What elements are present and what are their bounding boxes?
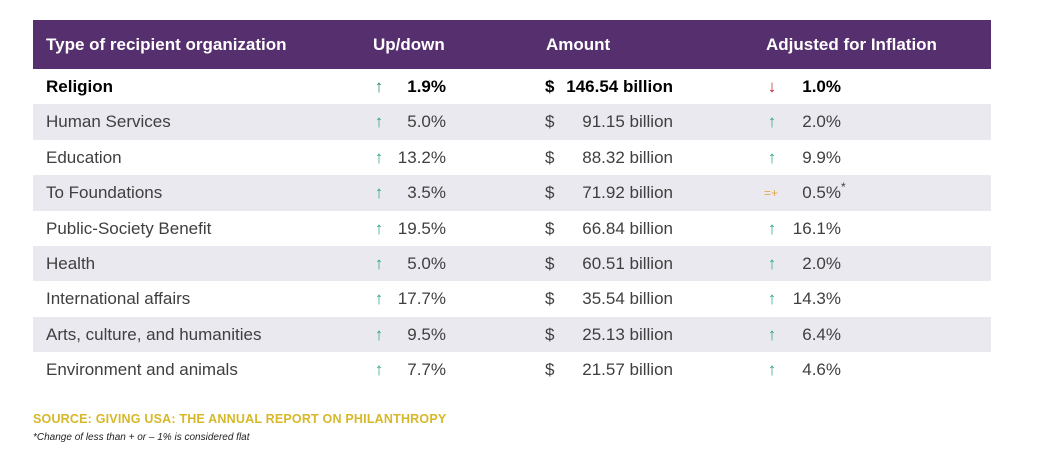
row-amount-value: 146.54 billion	[566, 77, 673, 96]
row-type-label: International affairs	[46, 289, 191, 309]
row-updown-value: 5.0%	[407, 253, 446, 273]
table-header: Type of recipient organization Up/down A…	[33, 20, 991, 69]
up-arrow-icon: ↑	[374, 289, 384, 309]
table-row: To Foundations ↑ 3.5% $71.92 billion =+ 0.5% *	[33, 175, 991, 211]
row-adjusted-value: 6.4%	[802, 324, 841, 344]
column-header-adjusted: Adjusted for Inflation	[766, 35, 937, 54]
row-amount-value: 66.84 billion	[582, 218, 673, 238]
table-row: International affairs ↑ 17.7% $35.54 billio…	[33, 281, 991, 316]
row-adjusted-footnote-mark: *	[841, 180, 846, 195]
row-updown-value: 1.9%	[407, 77, 446, 96]
row-amount-value: 91.15 billion	[582, 112, 673, 132]
source-note: SOURCE: GIVING USA: THE ANNUAL REPORT ON…	[33, 412, 447, 426]
column-header-type: Type of recipient organization	[46, 35, 287, 54]
row-amount-value: 71.92 billion	[582, 183, 673, 203]
row-updown-value: 5.0%	[407, 112, 446, 132]
up-arrow-icon: ↑	[767, 360, 777, 380]
row-updown-value: 3.5%	[407, 183, 446, 203]
row-type-label: To Foundations	[46, 183, 163, 203]
up-arrow-icon: ↑	[374, 147, 384, 167]
up-arrow-icon: ↑	[374, 253, 384, 273]
up-arrow-icon: ↑	[767, 218, 777, 238]
row-type-label: Education	[46, 147, 122, 167]
up-arrow-icon: ↑	[374, 183, 384, 203]
table-row: Human Services ↑ 5.0% $91.15 billion ↑ 2.0%	[33, 104, 991, 140]
row-amount-value: 21.57 billion	[582, 360, 673, 380]
up-arrow-icon: ↑	[374, 360, 384, 380]
up-arrow-icon: ↑	[767, 112, 777, 132]
table-row: Arts, culture, and humanities ↑ 9.5% $25.13…	[33, 316, 991, 353]
row-currency-symbol: $	[545, 77, 555, 96]
row-amount-value: 60.51 billion	[582, 253, 673, 273]
row-amount-value: 35.54 billion	[582, 289, 673, 309]
row-type-label: Religion	[46, 77, 114, 96]
row-adjusted-value: 14.3%	[792, 289, 841, 309]
row-adjusted-value: 4.6%	[802, 360, 841, 380]
row-currency-symbol: $	[545, 183, 555, 203]
table-row: Health ↑ 5.0% $60.51 billion ↑ 2.0%	[33, 245, 991, 282]
row-adjusted-value: 2.0%	[802, 112, 841, 132]
column-header-updown: Up/down	[373, 35, 445, 54]
row-currency-symbol: $	[545, 218, 555, 238]
flat-indicator-icon: =+	[764, 186, 779, 201]
up-arrow-icon: ↑	[374, 77, 384, 96]
up-arrow-icon: ↑	[767, 289, 777, 309]
footnote: *Change of less than + or – 1% is consid…	[33, 432, 250, 443]
up-arrow-icon: ↑	[767, 147, 777, 167]
row-updown-value: 7.7%	[407, 360, 446, 380]
table-row: Public-Society Benefit ↑ 19.5% $66.84 billi…	[33, 211, 991, 246]
up-arrow-icon: ↑	[767, 253, 777, 273]
row-updown-value: 17.7%	[397, 289, 446, 309]
row-updown-value: 13.2%	[397, 147, 446, 167]
up-arrow-icon: ↑	[374, 324, 384, 344]
giving-table: Type of recipient organization Up/down A…	[33, 20, 991, 388]
row-currency-symbol: $	[545, 112, 555, 132]
row-updown-value: 9.5%	[407, 324, 446, 344]
row-adjusted-value: 1.0%	[802, 77, 841, 96]
row-type-label: Public-Society Benefit	[46, 218, 212, 238]
table-row: Environment and animals ↑ 7.7% $21.57 billi…	[33, 352, 991, 387]
row-adjusted-value: 2.0%	[802, 253, 841, 273]
down-arrow-icon: ↓	[767, 77, 777, 96]
row-adjusted-value: 16.1%	[792, 218, 841, 238]
row-currency-symbol: $	[545, 289, 555, 309]
row-adjusted-value: 9.9%	[802, 147, 841, 167]
row-currency-symbol: $	[545, 147, 555, 167]
row-currency-symbol: $	[545, 253, 555, 273]
column-header-amount: Amount	[546, 35, 611, 54]
row-type-label: Human Services	[46, 112, 171, 132]
row-type-label: Health	[46, 253, 96, 273]
row-type-label: Environment and animals	[46, 360, 238, 380]
up-arrow-icon: ↑	[767, 324, 777, 344]
table-row: Religion ↑ 1.9% $146.54 billion ↓ 1.0%	[33, 69, 991, 104]
table-body: Religion ↑ 1.9% $146.54 billion ↓ 1.0% Human S…	[33, 69, 991, 388]
row-type-label: Arts, culture, and humanities	[46, 324, 262, 344]
row-amount-value: 88.32 billion	[582, 147, 673, 167]
table-row: Education ↑ 13.2% $88.32 billion ↑ 9.9%	[33, 140, 991, 175]
row-amount-value: 25.13 billion	[582, 324, 673, 344]
row-currency-symbol: $	[545, 324, 555, 344]
row-adjusted-value: 0.5%	[802, 183, 841, 203]
up-arrow-icon: ↑	[374, 218, 384, 238]
row-currency-symbol: $	[545, 360, 555, 380]
up-arrow-icon: ↑	[374, 112, 384, 132]
row-updown-value: 19.5%	[397, 218, 446, 238]
